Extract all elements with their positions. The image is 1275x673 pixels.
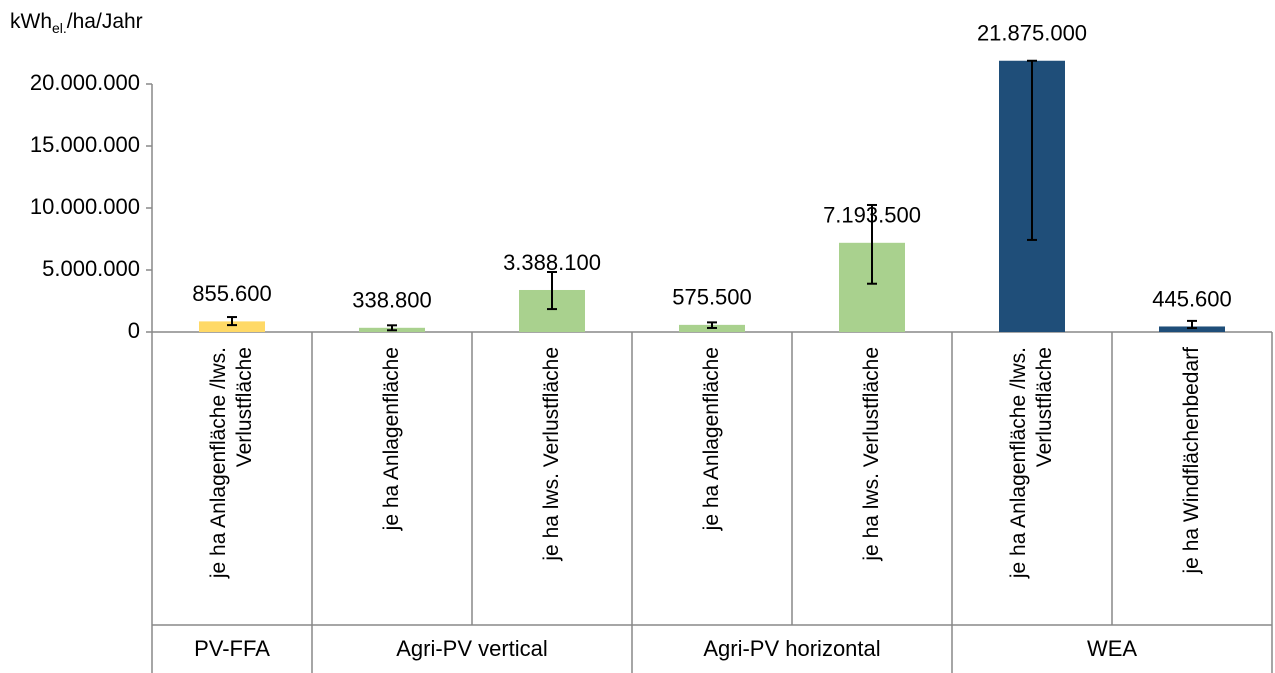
bar [1159, 326, 1225, 332]
y-tick-label: 20.000.000 [30, 70, 140, 95]
error-bar [707, 321, 717, 329]
category-text: je ha lws. Verlustfläche [860, 346, 883, 561]
category-text: je ha Anlagenfläche [380, 346, 403, 530]
error-bar [547, 271, 557, 311]
category-label: je ha Anlagenfläche [682, 347, 742, 627]
category-text: je ha Anlagenfläche /lws. Verlustfläche [1007, 346, 1056, 578]
category-text: je ha Windflächenbedarf [1180, 346, 1203, 573]
category-text: je ha Anlagenfläche [700, 346, 723, 530]
group-label: WEA [1087, 636, 1137, 661]
data-label: 445.600 [1152, 286, 1232, 311]
error-bar [387, 324, 397, 332]
group-label: Agri-PV horizontal [703, 636, 880, 661]
y-label-sub: el. [52, 20, 67, 37]
y-tick-label: 15.000.000 [30, 132, 140, 157]
y-label-rest: /ha/Jahr [66, 10, 143, 33]
data-label: 855.600 [192, 281, 272, 306]
y-tick-label: 10.000.000 [30, 194, 140, 219]
data-label: 21.875.000 [977, 21, 1087, 46]
y-tick-label: 5.000.000 [42, 256, 140, 281]
error-bar [1027, 59, 1037, 241]
y-label-main: kWh [10, 10, 52, 33]
data-label: 575.500 [672, 285, 752, 310]
category-label: je ha Anlagenfläche [362, 347, 422, 627]
category-label: je ha lws. Verlustfläche [522, 347, 582, 627]
data-label: 7.193.500 [823, 203, 921, 228]
group-label: PV-FFA [194, 636, 270, 661]
category-label: je ha Anlagenfläche /lws. Verlustfläche [1002, 347, 1062, 627]
y-axis-label: kWhel./ha/Jahr [10, 10, 143, 36]
group-label: Agri-PV vertical [396, 636, 548, 661]
error-bar [227, 316, 237, 327]
category-text: je ha Anlagenfläche /lws. Verlustfläche [207, 346, 256, 578]
y-tick-label: 0 [128, 318, 140, 343]
category-label: je ha lws. Verlustfläche [842, 347, 902, 627]
category-text: je ha lws. Verlustfläche [540, 346, 563, 561]
error-bar [1187, 319, 1197, 330]
error-bar [867, 203, 877, 285]
category-label: je ha Anlagenfläche /lws. Verlustfläche [202, 347, 262, 627]
bar [199, 321, 265, 332]
data-label: 338.800 [352, 288, 432, 313]
data-label: 3.388.100 [503, 250, 601, 275]
category-label: je ha Windflächenbedarf [1162, 347, 1222, 627]
